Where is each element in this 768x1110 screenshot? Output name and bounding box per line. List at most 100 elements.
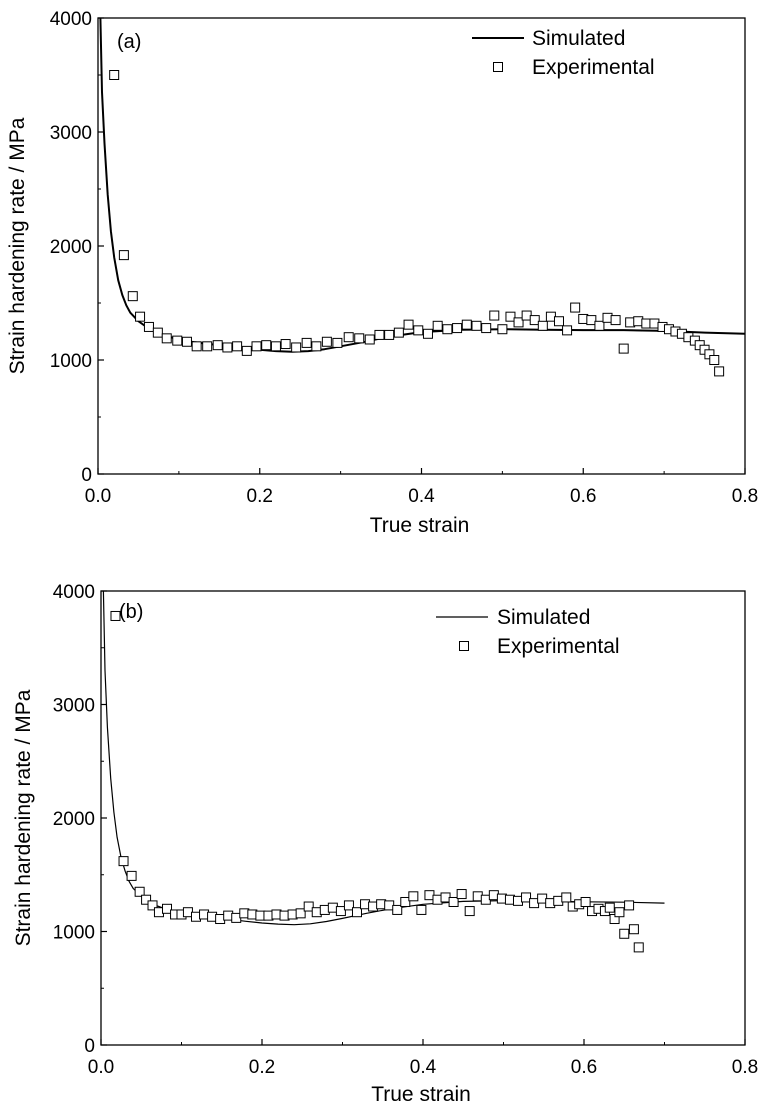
experimental-point: [161, 333, 172, 344]
x-tick-label: 0.6: [570, 486, 596, 507]
experimental-point: [452, 323, 463, 334]
experimental-point: [392, 904, 403, 915]
chart-panel-b: 0.0 0.2 0.4 0.6 0.8 0 1000 2000 3000 4000 True str…: [12, 582, 758, 1106]
x-axis-title: True strain: [370, 514, 470, 537]
legend-label-simulated: Simulated: [497, 606, 590, 629]
experimental-point: [202, 341, 213, 352]
y-tick-label: 2000: [53, 809, 95, 830]
experimental-point: [152, 327, 163, 338]
x-tick-label: 0.2: [249, 1057, 275, 1078]
experimental-point: [422, 328, 433, 339]
experimental-point: [351, 907, 362, 918]
experimental-point: [570, 302, 581, 313]
experimental-point: [335, 906, 346, 917]
experimental-point: [464, 906, 475, 917]
legend-marker-swatch: [493, 62, 503, 72]
plot-frame: [97, 17, 746, 475]
y-tick-label: 3000: [50, 123, 92, 144]
experimental-point: [212, 340, 223, 351]
experimental-point: [143, 321, 154, 332]
experimental-point: [232, 341, 243, 352]
x-tick-label: 0.4: [410, 1057, 437, 1078]
experimental-point: [513, 317, 524, 328]
experimental-point: [610, 315, 621, 326]
y-tick-label: 0: [81, 465, 92, 486]
y-tick-label: 2000: [50, 237, 92, 258]
legend-label-experimental: Experimental: [532, 56, 655, 79]
y-tick-label: 4000: [50, 9, 92, 30]
x-tick-label: 0.0: [88, 1057, 114, 1078]
experimental-point: [628, 924, 639, 935]
experimental-point: [191, 341, 202, 352]
experimental-point: [456, 889, 467, 900]
experimental-point: [343, 900, 354, 911]
experimental-point: [118, 856, 129, 867]
x-tick-label: 0.4: [408, 486, 435, 507]
experimental-point: [364, 334, 375, 345]
experimental-point: [624, 900, 635, 911]
experimental-point: [295, 908, 306, 919]
experimental-point: [619, 928, 630, 939]
experimental-point: [432, 320, 443, 331]
experimental-point: [521, 892, 532, 903]
x-tick-label: 0.8: [732, 1057, 758, 1078]
x-axis-title: True strain: [371, 1083, 471, 1106]
legend-label-experimental: Experimental: [497, 635, 620, 658]
panel-label: (a): [117, 31, 141, 53]
experimental-point: [561, 892, 572, 903]
experimental-point: [222, 342, 233, 353]
chart-panel-a: 0.0 0.2 0.4 0.6 0.8 0 1000 2000 3000 4000 True str…: [6, 9, 758, 537]
experimental-point: [529, 315, 540, 326]
x-tick-label: 0.2: [247, 486, 273, 507]
experimental-point: [537, 320, 548, 331]
experimental-point: [109, 70, 120, 80]
experimental-point: [241, 345, 252, 356]
y-tick-label: 4000: [53, 582, 95, 603]
experimental-point: [461, 319, 472, 330]
experimental-point: [141, 894, 152, 905]
experimental-point: [604, 902, 615, 913]
experimental-point: [374, 329, 385, 340]
experimental-point: [251, 341, 262, 352]
experimental-point: [416, 904, 427, 915]
experimental-point: [618, 343, 629, 354]
experimental-point: [301, 337, 312, 348]
x-tick-label: 0.8: [732, 486, 758, 507]
experimental-point: [343, 332, 354, 343]
experimental-point: [553, 316, 564, 327]
experimental-point: [393, 327, 404, 338]
legend-marker-swatch: [459, 641, 469, 651]
y-tick-label: 0: [84, 1036, 95, 1057]
y-axis-title: Strain hardening rate / MPa: [6, 117, 29, 374]
experimental-point: [400, 896, 411, 907]
experimental-point: [270, 341, 281, 352]
experimental-point: [586, 315, 597, 326]
experimental-point: [505, 311, 516, 322]
experimental-point: [332, 337, 343, 348]
experimental-point: [714, 366, 725, 377]
experimental-point: [321, 336, 332, 347]
experimental-point: [291, 342, 302, 353]
experimental-point: [481, 323, 492, 334]
experimental-point: [497, 324, 508, 335]
experimental-point: [614, 907, 625, 918]
experimental-point: [147, 900, 158, 911]
experimental-point: [489, 310, 500, 321]
experimental-point: [127, 291, 138, 302]
experimental-point: [471, 320, 482, 331]
experimental-point: [181, 336, 192, 347]
experimental-point: [448, 896, 459, 907]
y-axis-title: Strain hardening rate / MPa: [12, 689, 35, 946]
experimental-point: [354, 333, 365, 344]
experimental-point: [562, 325, 573, 336]
experimental-point: [413, 325, 424, 336]
experimental-point: [280, 339, 291, 350]
experimental-point: [403, 319, 414, 330]
experimental-point: [118, 250, 129, 261]
y-tick-label: 1000: [53, 923, 95, 944]
experimental-point: [303, 901, 314, 912]
experimental-point: [134, 886, 145, 897]
experimental-point: [384, 329, 395, 340]
experimental-point: [408, 891, 419, 902]
